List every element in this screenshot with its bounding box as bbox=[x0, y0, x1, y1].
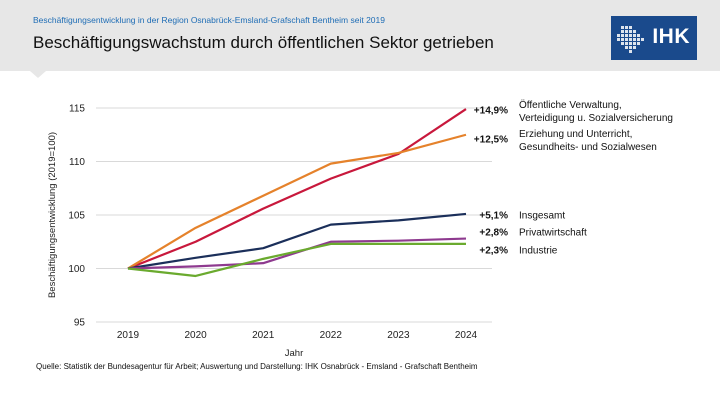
region-map-icon bbox=[617, 26, 644, 53]
series-name-2-0: Insgesamt bbox=[519, 211, 565, 222]
series-name-0-1: Verteidigung u. Sozialversicherung bbox=[519, 113, 673, 124]
series-name-1-0: Erziehung und Unterricht, bbox=[519, 129, 632, 140]
series-labels: +14,9% Öffentliche Verwaltung, Verteidigun… bbox=[474, 99, 673, 257]
y-tick-labels: 95 100 105 110 115 bbox=[68, 104, 85, 329]
x-tick-2021: 2021 bbox=[252, 330, 275, 341]
x-tick-2019: 2019 bbox=[117, 330, 140, 341]
x-tick-2024: 2024 bbox=[455, 330, 478, 341]
logo-text: IHK bbox=[652, 25, 690, 48]
ihk-logo: IHK bbox=[611, 16, 697, 60]
gridlines bbox=[96, 107, 492, 323]
value-label-3: +2,8% bbox=[479, 228, 508, 239]
series-line-4 bbox=[127, 242, 466, 278]
series-name-3-0: Privatwirtschaft bbox=[519, 228, 587, 239]
y-tick-100: 100 bbox=[68, 264, 85, 275]
series-name-4-0: Industrie bbox=[519, 246, 558, 257]
source-note: Quelle: Statistik der Bundesagentur für … bbox=[36, 362, 478, 371]
value-label-2: +5,1% bbox=[479, 211, 508, 222]
x-tick-2020: 2020 bbox=[184, 330, 207, 341]
y-tick-95: 95 bbox=[74, 318, 86, 329]
header-pointer bbox=[30, 71, 46, 78]
value-label-4: +2,3% bbox=[479, 246, 508, 257]
chart-subtitle: Beschäftigungsentwicklung in der Region … bbox=[33, 15, 385, 25]
y-tick-110: 110 bbox=[69, 157, 85, 168]
series-line-0 bbox=[127, 108, 467, 270]
x-tick-2023: 2023 bbox=[387, 330, 410, 341]
series-lines bbox=[127, 108, 467, 278]
series-name-1-1: Gesundheits- und Sozialwesen bbox=[519, 142, 657, 153]
value-label-0: +14,9% bbox=[474, 106, 508, 117]
y-tick-105: 105 bbox=[68, 211, 85, 222]
y-axis-label: Beschäftigungsentwicklung (2019=100) bbox=[47, 132, 58, 298]
series-line-2 bbox=[127, 212, 467, 270]
value-label-1: +12,5% bbox=[474, 135, 508, 146]
y-tick-115: 115 bbox=[69, 104, 85, 115]
x-axis-label: Jahr bbox=[285, 348, 303, 359]
chart-title: Beschäftigungswachstum durch öffentliche… bbox=[33, 33, 494, 52]
x-tick-2022: 2022 bbox=[320, 330, 343, 341]
header-band bbox=[0, 0, 720, 71]
series-line-1 bbox=[127, 133, 467, 270]
x-tick-labels: 2019 2020 2021 2022 2023 2024 bbox=[117, 330, 478, 341]
series-name-0-0: Öffentliche Verwaltung, bbox=[519, 99, 622, 111]
